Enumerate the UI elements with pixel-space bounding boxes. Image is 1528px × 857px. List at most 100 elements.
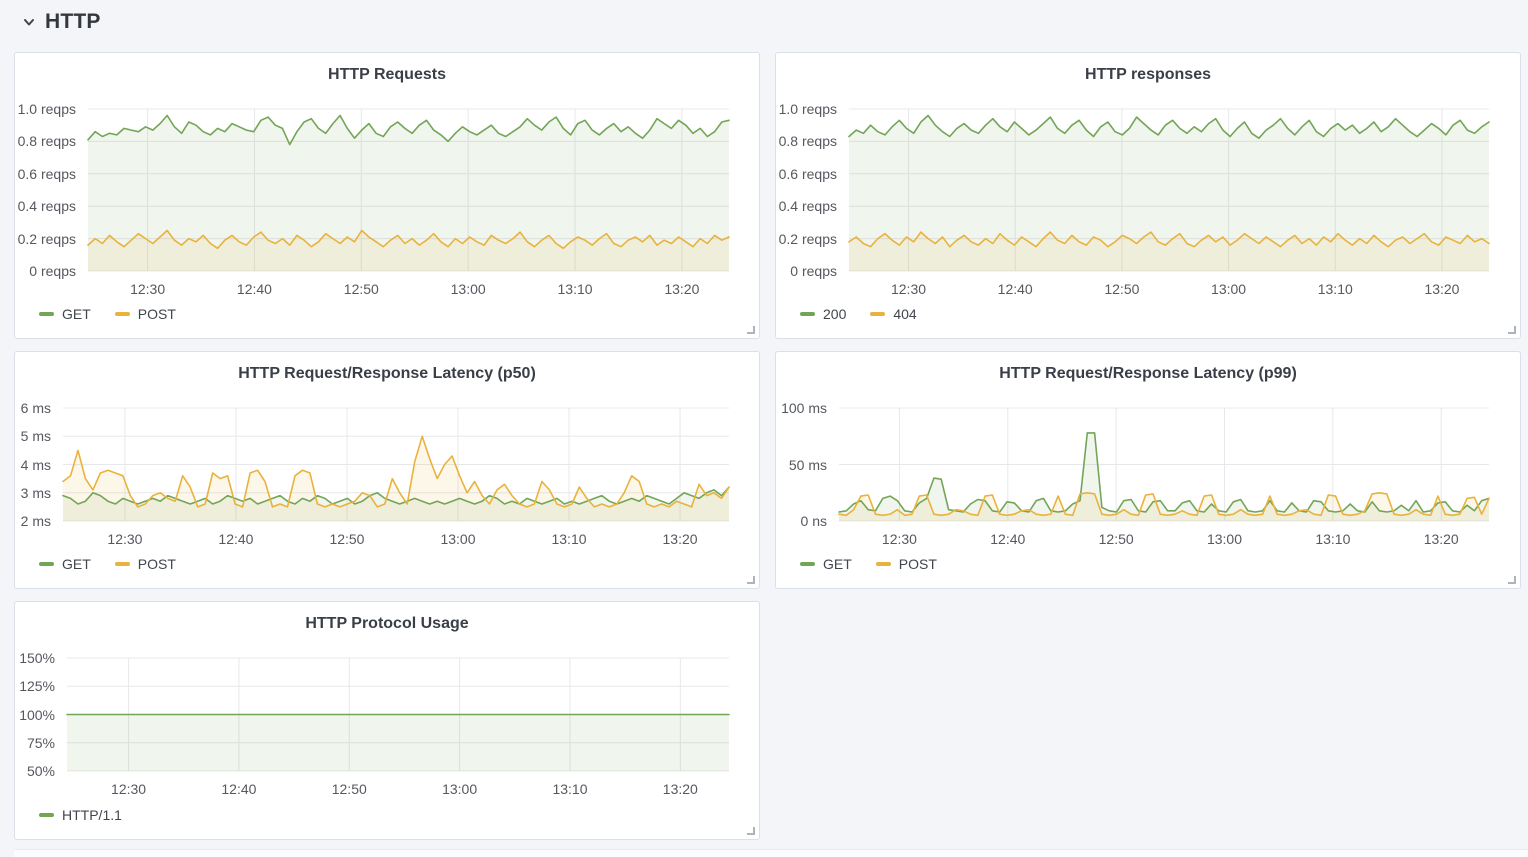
legend: 200 404 — [776, 304, 1520, 338]
x-axis-tick-label: 13:10 — [557, 281, 593, 297]
x-axis-tick-label: 12:50 — [331, 781, 367, 797]
panel-title[interactable]: HTTP Request/Response Latency (p50) — [238, 365, 536, 382]
legend-label: GET — [62, 306, 91, 322]
legend-item-POST[interactable]: POST — [875, 556, 937, 572]
panel-latency-p99: HTTP Request/Response Latency (p99) 100 … — [775, 351, 1521, 589]
y-axis-tick-label: 0 reqps — [29, 263, 76, 279]
y-axis-tick-label: 2 ms — [20, 513, 51, 529]
y-axis-tick-label: 0 ns — [800, 513, 827, 529]
y-axis-tick-label: 100 ms — [781, 400, 827, 416]
x-axis-tick-label: 12:40 — [997, 281, 1033, 297]
x-axis-tick-label: 12:50 — [1098, 531, 1134, 547]
x-axis-tick-label: 12:40 — [236, 281, 272, 297]
next-row-edge — [14, 849, 1528, 857]
y-axis-tick-label: 125% — [19, 678, 55, 695]
panel-title[interactable]: HTTP Request/Response Latency (p99) — [999, 365, 1297, 382]
x-axis-tick-label: 13:10 — [552, 781, 588, 797]
y-axis-tick-label: 50% — [26, 763, 55, 779]
legend-swatch — [114, 312, 130, 316]
y-axis-tick-label: 0.4 reqps — [778, 198, 837, 215]
legend-item-200[interactable]: 200 — [800, 306, 846, 322]
legend-label: POST — [898, 556, 937, 572]
legend-label: POST — [137, 306, 176, 322]
x-axis-tick-label: 12:30 — [890, 281, 927, 297]
chart-area[interactable]: 1.0 reqps 0.8 reqps 0.6 reqps 0.4 reqps 0.2 … — [15, 87, 759, 304]
panel-latency-p50: HTTP Request/Response Latency (p50) 6 ms… — [14, 351, 760, 589]
legend-label: POST — [137, 556, 176, 572]
series-area-HTTP/1.1 — [67, 714, 729, 771]
x-axis-tick-label: 13:20 — [1424, 281, 1460, 297]
panel-resize-handle[interactable] — [1508, 576, 1516, 584]
legend-item-404[interactable]: 404 — [870, 306, 917, 322]
chart-canvas[interactable] — [848, 108, 1490, 272]
x-axis-tick-label: 12:50 — [343, 281, 379, 297]
chart-canvas[interactable] — [838, 407, 1490, 522]
y-axis-tick-label: 0.2 reqps — [778, 230, 837, 247]
legend-item-POST[interactable]: POST — [114, 556, 176, 572]
panel-resize-handle[interactable] — [747, 576, 755, 584]
chart-canvas[interactable] — [87, 108, 730, 272]
y-axis-tick-label: 0.6 reqps — [17, 165, 76, 182]
panel-title[interactable]: HTTP Protocol Usage — [305, 615, 469, 632]
legend-item-GET[interactable]: GET — [800, 556, 852, 572]
legend-swatch — [870, 312, 886, 316]
x-axis-tick-label: 12:40 — [221, 781, 257, 797]
y-axis-tick-label: 0.8 reqps — [17, 133, 76, 150]
y-axis-tick-label: 0 reqps — [790, 263, 837, 279]
x-axis-tick-label: 13:20 — [1423, 531, 1459, 547]
y-axis-tick-label: 0.4 reqps — [17, 198, 76, 215]
x-axis-tick-label: 13:10 — [1317, 281, 1353, 297]
legend-swatch — [39, 562, 54, 566]
series-line-POST — [62, 435, 730, 508]
panel-title[interactable]: HTTP responses — [1085, 66, 1211, 83]
chart-area[interactable]: 150% 125% 100% 75% 50% 12:30 12:40 12:50 13:00 13… — [15, 636, 759, 805]
panel-http-protocol-usage: HTTP Protocol Usage 150% 125% 100% 75% 50% 12… — [14, 601, 760, 840]
chart-canvas[interactable] — [66, 657, 730, 772]
x-axis-tick-label: 13:00 — [442, 781, 478, 797]
x-axis-tick-label: 12:30 — [107, 531, 143, 547]
legend: GET POST — [15, 554, 759, 588]
y-axis-tick-label: 50 ms — [788, 456, 827, 473]
series-line-404 — [848, 231, 1490, 248]
legend: HTTP/1.1 — [15, 805, 759, 839]
panel-resize-handle[interactable] — [747, 827, 755, 835]
section-title: HTTP — [45, 10, 101, 33]
x-axis-tick-label: 13:00 — [440, 531, 476, 547]
chart-area[interactable]: 1.0 reqps 0.8 reqps 0.6 reqps 0.4 reqps 0.2 … — [776, 87, 1520, 304]
panel-resize-handle[interactable] — [747, 326, 755, 334]
x-axis-tick-label: 13:00 — [450, 281, 486, 297]
legend-swatch — [39, 312, 54, 316]
series-area-POST — [839, 492, 1489, 521]
x-axis-tick-label: 12:40 — [218, 531, 254, 547]
series-line-GET — [87, 114, 730, 146]
chart-area[interactable]: 6 ms 5 ms 4 ms 3 ms 2 ms 12:30 12:40 12:50 13:00… — [15, 386, 759, 554]
legend-swatch — [800, 312, 815, 316]
panel-resize-handle[interactable] — [1508, 326, 1516, 334]
x-axis-tick-label: 13:20 — [662, 531, 698, 547]
chevron-down-icon[interactable] — [22, 15, 36, 29]
legend: GET POST — [776, 554, 1520, 588]
series-line-POST — [838, 492, 1490, 517]
y-axis-tick-label: 1.0 reqps — [778, 101, 837, 117]
section-header-http[interactable]: HTTP — [0, 0, 1528, 44]
panel-title[interactable]: HTTP Requests — [328, 66, 446, 83]
y-axis-tick-label: 6 ms — [20, 400, 51, 416]
legend-item-GET[interactable]: GET — [39, 556, 91, 572]
x-axis-tick-label: 12:50 — [1104, 281, 1140, 297]
y-axis-tick-label: 0.6 reqps — [778, 165, 837, 182]
legend-label: GET — [62, 556, 91, 572]
legend-swatch — [875, 562, 891, 566]
legend: GET POST — [15, 304, 759, 338]
series-area-POST — [88, 230, 729, 271]
chart-canvas[interactable] — [62, 407, 730, 522]
series-line-GET — [838, 432, 1490, 513]
x-axis-tick-label: 13:20 — [664, 281, 700, 297]
y-axis-tick-label: 150% — [19, 650, 55, 666]
legend-item-POST[interactable]: POST — [114, 306, 176, 322]
y-axis-tick-label: 3 ms — [20, 484, 51, 501]
y-axis-tick-label: 4 ms — [20, 456, 51, 473]
legend-item-GET[interactable]: GET — [39, 306, 91, 322]
chart-area[interactable]: 100 ms 50 ms 0 ns 12:30 12:40 12:50 13:00 13:10… — [776, 386, 1520, 554]
legend-item-HTTP/1.1[interactable]: HTTP/1.1 — [39, 807, 122, 823]
x-axis-tick-label: 12:30 — [111, 781, 147, 797]
